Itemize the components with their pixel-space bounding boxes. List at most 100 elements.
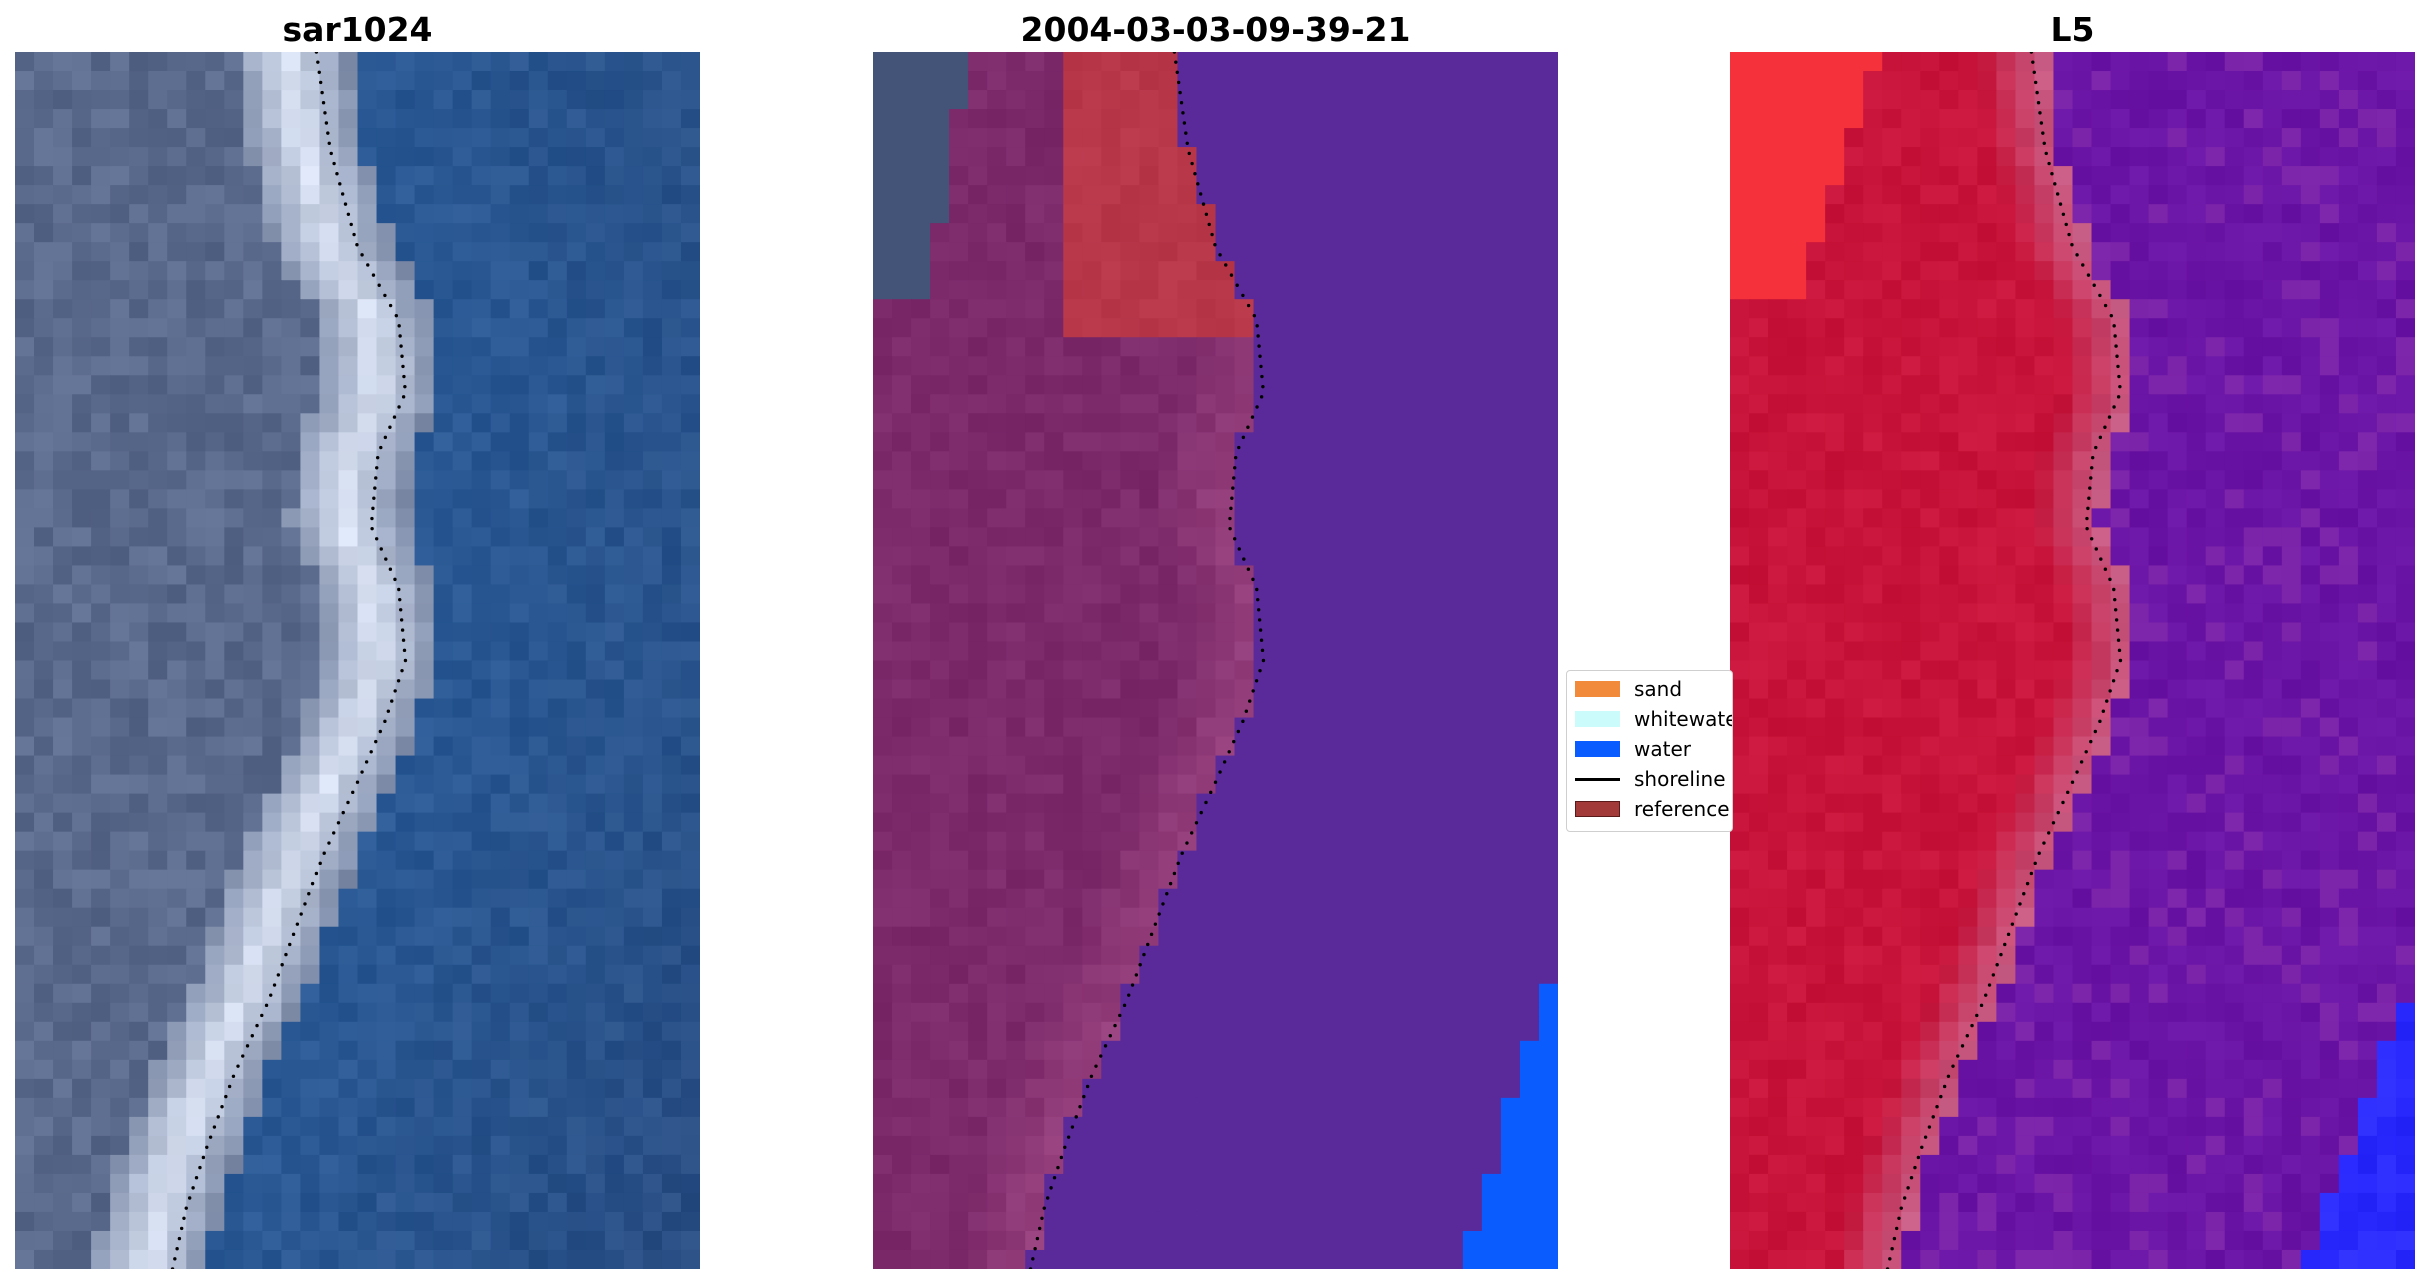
raster-pixel bbox=[1329, 413, 1350, 433]
raster-pixel bbox=[1958, 71, 1978, 91]
raster-pixel bbox=[661, 90, 682, 110]
raster-pixel bbox=[1101, 242, 1121, 262]
raster-pixel bbox=[509, 698, 530, 719]
raster-pixel bbox=[395, 299, 416, 319]
raster-pixel bbox=[1139, 907, 1160, 928]
raster-pixel bbox=[262, 71, 282, 91]
raster-pixel bbox=[414, 508, 435, 528]
raster-pixel bbox=[1825, 109, 1845, 129]
raster-pixel bbox=[1177, 812, 1198, 833]
raster-pixel bbox=[1234, 1135, 1255, 1156]
raster-pixel bbox=[604, 584, 625, 605]
raster-pixel bbox=[338, 907, 359, 928]
raster-pixel bbox=[987, 1078, 1007, 1099]
raster-pixel bbox=[987, 888, 1007, 909]
raster-pixel bbox=[1519, 1021, 1540, 1042]
raster-pixel bbox=[1538, 185, 1558, 205]
raster-pixel bbox=[490, 660, 511, 681]
raster-pixel bbox=[987, 1116, 1007, 1137]
raster-pixel bbox=[1424, 793, 1445, 814]
raster-pixel bbox=[547, 812, 568, 833]
raster-pixel bbox=[949, 603, 969, 624]
raster-pixel bbox=[1291, 1192, 1312, 1213]
raster-pixel bbox=[243, 1021, 263, 1042]
raster-pixel bbox=[1481, 1078, 1502, 1099]
raster-pixel bbox=[1158, 508, 1179, 528]
raster-pixel bbox=[1063, 1135, 1083, 1156]
raster-pixel bbox=[281, 527, 302, 548]
raster-pixel bbox=[148, 1078, 168, 1099]
raster-pixel bbox=[262, 394, 282, 414]
raster-pixel bbox=[661, 147, 682, 167]
raster-pixel bbox=[1500, 451, 1521, 471]
raster-pixel bbox=[319, 736, 340, 757]
raster-pixel bbox=[509, 128, 530, 148]
raster-pixel bbox=[15, 508, 35, 528]
raster-pixel bbox=[433, 527, 454, 548]
raster-pixel bbox=[224, 1192, 244, 1213]
raster-pixel bbox=[395, 584, 416, 605]
raster-pixel bbox=[1424, 964, 1445, 985]
raster-pixel bbox=[281, 204, 302, 224]
raster-pixel bbox=[110, 223, 130, 243]
raster-pixel bbox=[1310, 1249, 1331, 1269]
raster-pixel bbox=[1424, 451, 1445, 471]
raster-pixel bbox=[547, 280, 568, 300]
raster-pixel bbox=[243, 1173, 263, 1194]
raster-pixel bbox=[1044, 641, 1064, 662]
raster-pixel bbox=[129, 850, 149, 871]
raster-pixel bbox=[1443, 774, 1464, 795]
raster-pixel bbox=[357, 375, 378, 395]
raster-pixel bbox=[566, 527, 587, 548]
raster-pixel bbox=[1310, 242, 1331, 262]
raster-pixel bbox=[1139, 774, 1160, 795]
raster-pixel bbox=[129, 71, 149, 91]
shoreline-dot bbox=[1207, 222, 1211, 227]
raster-pixel bbox=[1082, 945, 1102, 966]
rgb-image-panel bbox=[15, 52, 700, 1269]
raster-pixel bbox=[1139, 793, 1160, 814]
raster-pixel bbox=[1272, 375, 1293, 395]
raster-pixel bbox=[1158, 299, 1179, 319]
raster-pixel bbox=[1006, 831, 1026, 852]
raster-pixel bbox=[949, 1078, 969, 1099]
raster-pixel bbox=[1386, 299, 1407, 319]
raster-pixel bbox=[452, 280, 473, 300]
raster-pixel bbox=[930, 280, 950, 300]
raster-pixel bbox=[2376, 71, 2397, 91]
raster-pixel bbox=[1500, 736, 1521, 757]
raster-pixel bbox=[1386, 489, 1407, 509]
raster-pixel bbox=[1025, 831, 1045, 852]
raster-pixel bbox=[873, 204, 893, 224]
raster-pixel bbox=[1310, 983, 1331, 1004]
raster-pixel bbox=[661, 850, 682, 871]
raster-pixel bbox=[338, 774, 359, 795]
raster-pixel bbox=[91, 52, 111, 72]
raster-pixel bbox=[91, 508, 111, 528]
raster-pixel bbox=[547, 869, 568, 890]
raster-pixel bbox=[34, 71, 54, 91]
raster-pixel bbox=[34, 679, 54, 700]
shoreline-dot bbox=[307, 892, 311, 896]
raster-pixel bbox=[1367, 128, 1388, 148]
raster-pixel bbox=[1139, 850, 1160, 871]
raster-pixel bbox=[15, 622, 35, 643]
raster-pixel bbox=[1006, 679, 1026, 700]
raster-pixel bbox=[224, 1078, 244, 1099]
raster-pixel bbox=[1424, 109, 1445, 129]
raster-pixel bbox=[509, 736, 530, 757]
raster-pixel bbox=[1329, 109, 1350, 129]
raster-pixel bbox=[1901, 109, 1921, 129]
raster-pixel bbox=[91, 223, 111, 243]
raster-pixel bbox=[1082, 451, 1102, 471]
raster-pixel bbox=[1310, 1230, 1331, 1251]
raster-pixel bbox=[205, 394, 225, 414]
raster-pixel bbox=[1500, 147, 1521, 167]
raster-pixel bbox=[1006, 793, 1026, 814]
raster-pixel bbox=[1158, 1192, 1179, 1213]
raster-pixel bbox=[509, 1059, 530, 1080]
raster-pixel bbox=[1329, 964, 1350, 985]
raster-pixel bbox=[376, 90, 397, 110]
raster-pixel bbox=[186, 318, 206, 338]
raster-pixel bbox=[1139, 622, 1160, 643]
